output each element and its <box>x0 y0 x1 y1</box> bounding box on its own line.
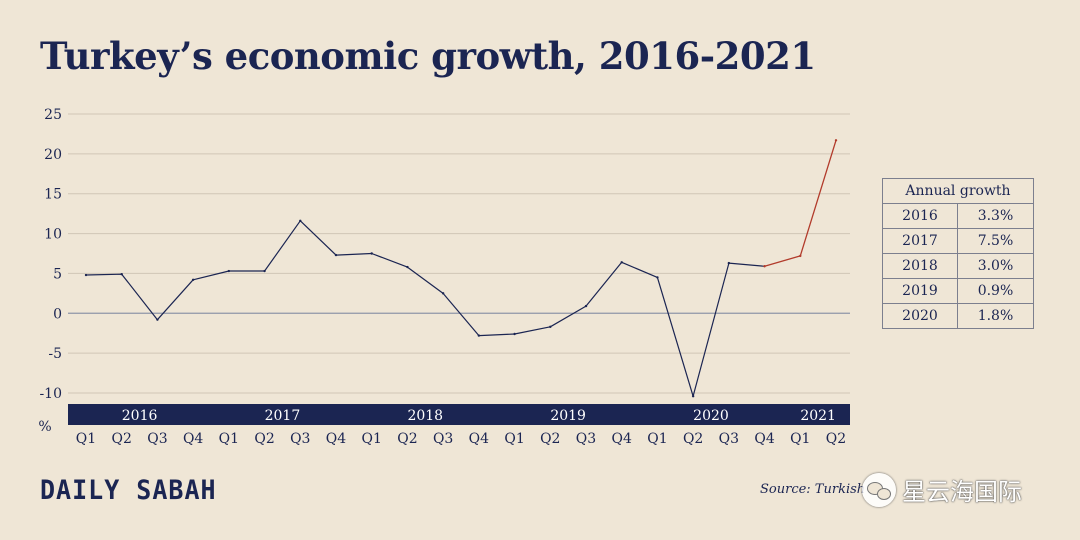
y-axis-label: % <box>38 419 51 435</box>
data-point <box>263 269 266 273</box>
table-value: 0.9% <box>957 278 1034 304</box>
quarter-label: Q2 <box>397 431 417 447</box>
table-row: 2018 3.0% <box>882 253 1034 279</box>
quarter-labels: Q1 Q2 Q3 Q4 Q1 Q2 Q3 Q4 Q1 Q2 Q3 Q4 Q1 Q2 Q3 Q4 Q1 Q2 Q3 Q4… <box>76 431 846 447</box>
quarter-label: Q1 <box>76 431 96 447</box>
watermark-text: 星云海国际 <box>902 478 1022 506</box>
data-point <box>334 253 338 257</box>
quarter-label: Q1 <box>790 431 810 447</box>
series-lines <box>84 139 838 398</box>
chart-title: Turkey’s economic growth, 2016-2021 <box>40 34 816 78</box>
y-tick-label: 10 <box>44 227 62 243</box>
annual-growth-header: Annual growth <box>882 178 1034 204</box>
quarter-label: Q2 <box>683 431 703 447</box>
quarter-label: Q2 <box>112 431 132 447</box>
table-row: 2017 7.5% <box>882 228 1034 254</box>
quarter-label: Q3 <box>147 431 167 447</box>
quarter-label: Q3 <box>719 431 739 447</box>
daily-sabah-logo: DAILY SABAH <box>40 474 217 506</box>
table-year: 2016 <box>882 203 958 229</box>
quarter-label: Q2 <box>540 431 560 447</box>
table-value: 1.8% <box>957 303 1034 329</box>
y-tick-labels: -10 -5 0 5 10 15 20 25 <box>39 107 62 402</box>
table-year: 2017 <box>882 228 958 254</box>
y-tick-label: -5 <box>48 346 62 362</box>
quarter-label: Q4 <box>326 431 346 447</box>
year-labels: 2016 2017 2018 2019 2020 2021 <box>122 408 836 424</box>
data-point <box>691 394 695 398</box>
table-value: 3.3% <box>957 203 1034 229</box>
quarter-label: Q1 <box>647 431 667 447</box>
quarter-label: Q1 <box>362 431 382 447</box>
data-point <box>370 252 373 255</box>
quarter-label: Q3 <box>290 431 310 447</box>
quarter-label: Q1 <box>219 431 239 447</box>
data-point <box>727 261 731 265</box>
quarter-label: Q4 <box>612 431 632 447</box>
year-label: 2019 <box>550 408 586 424</box>
table-row: 2020 1.8% <box>882 303 1034 329</box>
data-point <box>227 269 231 273</box>
data-point <box>477 334 481 337</box>
data-point <box>299 219 302 223</box>
year-band <box>68 404 850 425</box>
year-label: 2017 <box>265 408 301 424</box>
data-point <box>513 332 516 336</box>
table-year: 2020 <box>882 303 958 329</box>
quarter-label: Q4 <box>469 431 489 447</box>
year-label: 2016 <box>122 408 158 424</box>
wechat-icon <box>862 472 896 507</box>
year-label: 2018 <box>407 408 443 424</box>
table-row: 2016 3.3% <box>882 203 1034 229</box>
data-point <box>156 318 159 321</box>
table-row: 2019 0.9% <box>882 278 1034 304</box>
y-tick-label: 25 <box>44 107 62 123</box>
quarter-label: Q3 <box>576 431 596 447</box>
y-tick-label: 0 <box>53 306 62 322</box>
data-point <box>406 265 409 269</box>
quarter-label: Q2 <box>254 431 274 447</box>
data-point <box>620 261 623 264</box>
table-value: 7.5% <box>957 228 1034 254</box>
data-point <box>84 273 88 277</box>
quarter-label: Q1 <box>504 431 524 447</box>
y-tick-label: -10 <box>39 386 62 402</box>
quarter-label: Q2 <box>826 431 846 447</box>
source-note: Source: Turkish <box>760 482 866 497</box>
data-point <box>584 304 588 308</box>
annual-growth-table: Annual growth 2016 3.3% 2017 7.5% 2018 3… <box>882 178 1034 329</box>
growth-line-highlight <box>764 140 837 267</box>
y-tick-label: 15 <box>44 187 62 203</box>
table-value: 3.0% <box>957 253 1034 279</box>
quarter-label: Q4 <box>754 431 774 447</box>
data-point <box>799 254 802 258</box>
data-point <box>834 139 838 142</box>
data-point <box>191 278 195 282</box>
data-point <box>549 325 552 329</box>
year-label: 2020 <box>693 408 729 424</box>
year-label: 2021 <box>800 408 836 424</box>
data-point <box>656 276 659 279</box>
y-tick-label: 20 <box>44 147 62 163</box>
watermark: 星云海国际 <box>862 472 1022 507</box>
data-point <box>441 292 445 295</box>
data-point <box>763 265 766 268</box>
table-year: 2019 <box>882 278 958 304</box>
y-tick-label: 5 <box>53 266 62 282</box>
quarter-label: Q4 <box>183 431 203 447</box>
quarter-label: Q3 <box>433 431 453 447</box>
data-point <box>120 273 123 276</box>
table-year: 2018 <box>882 253 958 279</box>
grid-lines <box>68 113 850 394</box>
growth-line <box>85 220 765 397</box>
